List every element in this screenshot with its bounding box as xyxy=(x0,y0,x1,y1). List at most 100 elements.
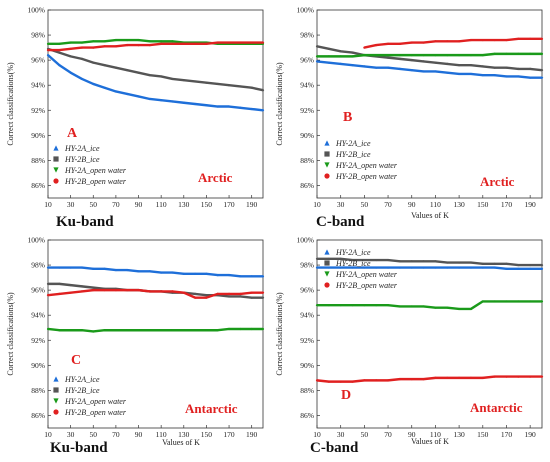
data-point xyxy=(114,66,117,69)
data-point xyxy=(386,304,390,307)
data-point xyxy=(386,66,390,69)
data-point xyxy=(351,64,354,67)
data-point xyxy=(227,295,231,298)
legend-label: HY-2A_ice xyxy=(64,144,100,153)
data-point xyxy=(434,260,437,263)
x-axis-label: Values of K xyxy=(411,437,449,446)
data-point xyxy=(529,263,532,267)
y-tick-label: 96% xyxy=(300,286,314,295)
band-label: Ku-band xyxy=(50,440,108,456)
series-line xyxy=(317,266,542,271)
series-hy-2a-open-water xyxy=(315,52,544,58)
y-tick-label: 92% xyxy=(300,106,314,115)
data-point xyxy=(410,59,413,62)
data-point xyxy=(410,305,413,308)
data-point xyxy=(58,329,61,332)
x-tick-label: 150 xyxy=(477,200,489,209)
data-point xyxy=(46,266,50,269)
data-point xyxy=(434,40,437,43)
data-point xyxy=(505,267,508,270)
band-label: C-band xyxy=(316,214,365,230)
data-point xyxy=(351,304,354,307)
data-point xyxy=(434,70,437,73)
data-point xyxy=(80,77,84,81)
data-point xyxy=(80,46,84,49)
y-axis-label: Correct classifications(%) xyxy=(275,292,284,376)
data-point xyxy=(126,92,129,96)
data-point xyxy=(505,375,508,378)
data-point xyxy=(126,329,129,332)
y-axis-label: Correct classifications(%) xyxy=(275,62,284,146)
chart-panel-c: 86% 88% 90% 92% 94% 96% 98% 100% 10 30 50 70 90 110 13… xyxy=(6,236,265,456)
data-point xyxy=(540,76,544,79)
data-point xyxy=(80,290,84,293)
data-point xyxy=(114,38,117,42)
data-point xyxy=(339,304,342,307)
legend-label: HY-2A_ice xyxy=(335,248,371,257)
data-point xyxy=(69,71,72,74)
data-point xyxy=(103,267,106,270)
series-line xyxy=(48,41,263,52)
data-point xyxy=(69,329,72,332)
y-tick-label: 100% xyxy=(28,236,46,245)
data-point xyxy=(375,54,378,57)
data-point xyxy=(434,376,437,379)
data-point xyxy=(80,329,84,332)
x-tick-label: 90 xyxy=(135,200,143,209)
data-point xyxy=(540,263,544,267)
y-tick-label: 90% xyxy=(300,131,314,140)
data-point xyxy=(540,375,544,378)
data-point xyxy=(227,273,231,277)
data-point xyxy=(481,300,484,303)
data-point xyxy=(540,267,544,270)
data-point xyxy=(481,376,484,379)
data-point xyxy=(315,55,319,58)
data-point xyxy=(386,56,390,59)
data-point xyxy=(398,67,401,71)
data-point xyxy=(126,69,129,72)
data-point xyxy=(375,266,378,269)
series-line xyxy=(47,47,264,92)
data-point xyxy=(92,330,95,333)
x-tick-label: 10 xyxy=(44,430,52,439)
data-point xyxy=(69,284,72,287)
data-point xyxy=(58,64,61,67)
data-point xyxy=(58,266,61,269)
data-point xyxy=(375,66,378,69)
data-point xyxy=(103,45,106,48)
legend: HY-2A_ice HY-2B_ice HY-2A_open water HY-2B_… xyxy=(324,248,398,290)
legend-label: HY-2B_ice xyxy=(64,155,100,164)
x-tick-label: 170 xyxy=(223,430,235,439)
data-point xyxy=(363,304,366,307)
data-point xyxy=(171,40,174,43)
x-tick-label: 170 xyxy=(223,200,235,209)
data-point xyxy=(339,50,342,53)
y-tick-label: 100% xyxy=(297,236,315,245)
data-point xyxy=(250,41,253,44)
data-point xyxy=(481,74,484,77)
data-point xyxy=(261,41,265,44)
series-line xyxy=(48,266,263,278)
data-point xyxy=(58,282,61,285)
x-tick-label: 50 xyxy=(361,430,369,439)
data-point xyxy=(160,329,163,332)
data-point xyxy=(398,260,401,263)
data-point xyxy=(505,38,508,42)
x-tick-label: 50 xyxy=(90,200,98,209)
x-tick-label: 70 xyxy=(112,430,120,439)
data-point xyxy=(529,67,532,71)
data-point xyxy=(517,263,520,267)
data-point xyxy=(126,43,129,47)
x-axis-label: Values of K xyxy=(411,211,449,220)
y-tick-label: 100% xyxy=(297,6,315,15)
x-tick-label: 70 xyxy=(384,430,392,439)
data-point xyxy=(351,266,354,269)
x-tick-label: 110 xyxy=(430,200,441,209)
y-tick-label: 88% xyxy=(31,386,45,395)
x-axis-label: Values of K xyxy=(162,438,200,447)
data-point xyxy=(458,376,461,379)
series-hy-2b-open-water xyxy=(46,288,265,299)
plot-frame xyxy=(47,9,264,199)
x-tick-label: 70 xyxy=(112,200,120,209)
data-point xyxy=(493,266,496,269)
